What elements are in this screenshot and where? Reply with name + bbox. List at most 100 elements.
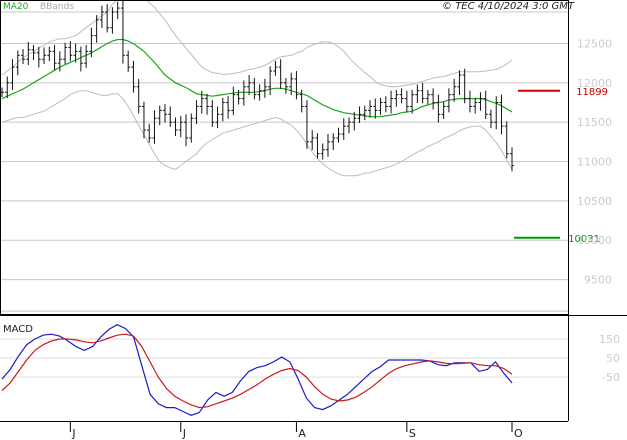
ohlc-bar xyxy=(226,96,231,119)
ohlc-bar xyxy=(441,101,446,120)
price-tick-label: 11000 xyxy=(577,156,612,169)
ohlc-bar xyxy=(273,60,278,76)
ohlc-bar xyxy=(99,5,104,29)
ohlc-bar xyxy=(5,76,10,99)
ohlc-bar xyxy=(425,89,430,105)
ohlc-bar xyxy=(15,50,20,76)
ohlc-bar xyxy=(504,121,509,159)
ohlc-bar xyxy=(21,48,26,64)
ohlc-bar xyxy=(31,45,36,61)
ohlc-bar xyxy=(488,109,493,129)
ohlc-bar xyxy=(494,96,499,130)
ohlc-bar xyxy=(63,42,68,64)
ohlc-bar xyxy=(483,90,488,120)
ohlc-bar xyxy=(241,80,246,106)
ohlc-bar xyxy=(431,88,436,110)
level-label: 10031 xyxy=(568,234,600,245)
ohlc-bar xyxy=(389,90,394,114)
ohlc-bar xyxy=(478,92,483,111)
x-tick-label: J xyxy=(71,427,75,440)
legend-bbands: BBands xyxy=(40,2,74,12)
price-tick-label: 12000 xyxy=(577,77,612,90)
ohlc-bar xyxy=(299,89,304,113)
ohlc-bar xyxy=(162,104,167,123)
x-tick-label: A xyxy=(298,427,306,440)
price-tick-label: 9500 xyxy=(584,274,612,287)
ohlc-bar xyxy=(283,78,288,94)
price-plot: 11899 10031 xyxy=(0,0,608,245)
ohlc-bar xyxy=(47,46,52,62)
ohlc-bar xyxy=(131,60,136,93)
ohlc-bar xyxy=(373,98,378,119)
ohlc-bar xyxy=(89,27,94,58)
macd-tick-label: 50 xyxy=(606,352,620,365)
x-tick-label: O xyxy=(514,427,523,440)
ohlc-bar xyxy=(257,84,262,101)
ohlc-bar xyxy=(42,47,47,64)
ohlc-bar xyxy=(231,86,236,116)
ohlc-bar xyxy=(362,105,367,121)
ohlc-bar xyxy=(78,46,83,72)
ohlc-bar xyxy=(94,15,99,43)
x-tick-label: S xyxy=(409,427,416,440)
bbands-lower-line xyxy=(1,90,513,177)
ohlc-bar xyxy=(136,78,141,114)
ohlc-bar xyxy=(320,143,325,160)
ohlc-bar xyxy=(404,90,409,113)
ohlc-bar xyxy=(115,1,120,20)
ohlc-bar xyxy=(457,70,462,96)
macd-tick-label: 150 xyxy=(599,333,620,346)
price-tick-label: 10500 xyxy=(577,195,612,208)
macd-line xyxy=(1,324,513,416)
ohlc-bar xyxy=(68,41,73,62)
ohlc-bar xyxy=(52,45,57,71)
ohlc-bar xyxy=(152,110,157,144)
ohlc-bar xyxy=(499,94,504,135)
ohlc-bar xyxy=(178,115,183,138)
ohlc-bar xyxy=(446,88,451,113)
ohlc-bar xyxy=(331,133,336,151)
ohlc-bar xyxy=(173,117,178,136)
ohlc-bar xyxy=(294,71,299,100)
ohlc-bar xyxy=(383,96,388,113)
ohlc-bar xyxy=(105,4,110,33)
ohlc-bar xyxy=(194,100,199,125)
ohlc-bar xyxy=(10,59,15,90)
ohlc-bar xyxy=(236,89,241,105)
axis-labels: 9500 10000 10500 11000 11500 12000 12500 -50 50 1… xyxy=(71,37,620,440)
ohlc-bar xyxy=(36,46,41,68)
price-tick-label: 11500 xyxy=(577,116,612,129)
macd-plot xyxy=(1,324,513,416)
ohlc-bar xyxy=(410,89,415,114)
ohlc-bar xyxy=(205,93,210,115)
ohlc-bar xyxy=(199,90,204,114)
ohlc-bar xyxy=(347,117,352,134)
ohlc-bar xyxy=(304,100,309,149)
ohlc-bar xyxy=(220,97,225,122)
ohlc-bar xyxy=(368,100,373,118)
ohlc-bar xyxy=(84,45,89,68)
macd-title: MACD xyxy=(3,324,33,335)
ohlc-bar xyxy=(473,97,478,114)
ohlc-bar xyxy=(399,88,404,104)
ohlc-bar xyxy=(452,78,457,102)
ohlc-bar xyxy=(394,89,399,107)
ohlc-bar xyxy=(325,133,330,157)
ohlc-bar xyxy=(436,94,441,123)
legend-ma20: MA20 xyxy=(3,2,29,12)
macd-signal-line xyxy=(1,333,513,409)
ohlc-bar xyxy=(57,51,62,72)
bbands-upper-line xyxy=(1,0,513,88)
level-label: 11899 xyxy=(576,87,608,98)
ohlc-bar xyxy=(184,114,189,147)
price-tick-label: 12500 xyxy=(577,37,612,50)
ohlc-bar xyxy=(168,106,173,127)
ohlc-bar xyxy=(462,68,467,104)
ohlc-bar xyxy=(210,100,215,127)
ohlc-bar xyxy=(262,78,267,98)
ohlc-bar xyxy=(73,43,78,63)
ohlc-bar xyxy=(341,118,346,140)
ohlc-bar xyxy=(510,147,514,172)
